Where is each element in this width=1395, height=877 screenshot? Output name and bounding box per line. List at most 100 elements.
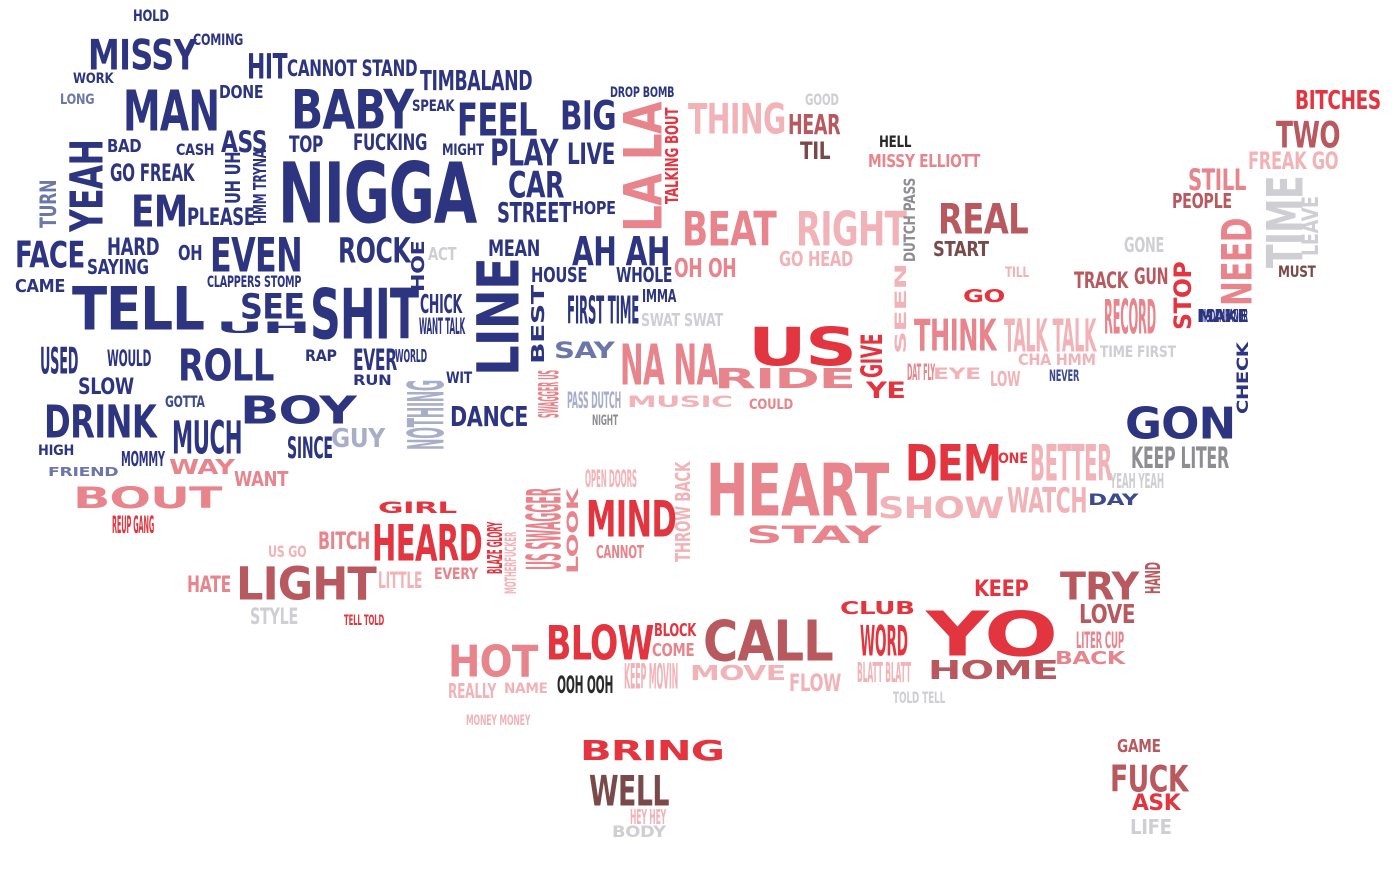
word-every: EVERY [434, 563, 478, 584]
word-bout: BOUT [73, 480, 222, 516]
word-light: LIGHT [236, 557, 377, 612]
word-came: CAME [15, 275, 66, 298]
word-top: TOP [289, 131, 324, 158]
word-low: LOW [990, 367, 1021, 392]
word-still: STILL [1188, 162, 1247, 198]
word-go: GO [963, 285, 1005, 308]
word-go-head: GO HEAD [779, 247, 854, 272]
word-motherfucker: MOTHERFUCKER [500, 531, 521, 594]
word-dance: DANCE [450, 400, 528, 434]
word-nigga: NIGGA [278, 144, 477, 243]
word-mind: MIND [586, 491, 677, 550]
word-stay: STAY [746, 521, 882, 550]
word-think: THINK [914, 309, 997, 362]
word-reup-gang: REUP GANG [112, 511, 155, 540]
word-drop-bomb: DROP BOMB [610, 84, 675, 102]
word-time-first: TIME FIRST [1100, 341, 1176, 362]
word-open-doors: OPEN DOORS [585, 465, 637, 494]
word-talking-bout: TALKING BOUT [661, 107, 684, 204]
word-game: GAME [1117, 735, 1161, 758]
word-till: TILL [1005, 264, 1029, 282]
word-live: LIVE [567, 136, 616, 172]
word-money-money: MONEY MONEY [466, 712, 531, 730]
word-yeah-yeah: YEAH YEAH [1110, 469, 1164, 494]
word-swat-swat: SWAT SWAT [641, 309, 723, 332]
word-uh-uh: UH UH [221, 151, 246, 204]
word-tell: TELL [72, 274, 205, 345]
word-hard: HARD [107, 233, 160, 262]
word-dem: DEM [905, 435, 1002, 494]
word-coming: COMING [193, 29, 244, 50]
word-hot: HOT [448, 635, 538, 688]
word-imma: IMMA [642, 285, 677, 308]
word-want: WANT [234, 467, 289, 492]
word-clappers-stomp: CLAPPERS STOMP [207, 271, 302, 292]
word-love: LOVE [1079, 598, 1136, 630]
word-back: BACK [1055, 647, 1125, 670]
word-heart: HEART [706, 449, 889, 534]
word-roll: ROLL [178, 339, 274, 392]
word-hey-hey: HEY HEY [630, 805, 667, 830]
word-swagger-us: SWAGGER US [532, 370, 566, 418]
word-girl: GIRL [378, 497, 457, 518]
word-street: STREET [497, 196, 572, 230]
word-see: SEE [240, 286, 305, 328]
word-chick: CHICK [420, 288, 462, 320]
word-tell-told: TELL TOLD [344, 612, 385, 630]
word-look: LOOK [562, 488, 583, 574]
word-really: REALLY [448, 679, 497, 704]
word-speak: SPEAK [412, 95, 455, 116]
word-little: LITTLE [378, 567, 423, 594]
word-na-na: NA NA [620, 332, 718, 399]
word-bitch: BITCH [318, 527, 370, 556]
word-drink: DRINK [44, 395, 157, 450]
word-never: NEVER [1049, 365, 1080, 386]
word-timbaland: TIMBALAND [420, 64, 533, 98]
word-night: NIGHT [592, 412, 618, 430]
word-ass: ASS [221, 124, 268, 160]
word-house: HOUSE [531, 263, 588, 288]
word-oh-oh: OH OH [674, 252, 737, 284]
word-life: LIFE [1130, 815, 1172, 840]
word-cannot: CANNOT [596, 541, 644, 564]
word-gone: GONE [1124, 233, 1165, 258]
word-missy: MISSY [88, 31, 197, 81]
word-nothing: NOTHING [398, 379, 457, 450]
word-style: STYLE [250, 603, 298, 630]
word-bad: BAD [107, 135, 142, 158]
word-pass-dutch: PASS DUTCH [567, 387, 622, 414]
word-act: ACT [428, 243, 457, 266]
word-stop: STOP [1169, 261, 1198, 330]
word-club: CLUB [840, 597, 915, 620]
word-well: WELL [589, 767, 669, 817]
word-leave: LEAVE [1297, 196, 1324, 256]
word-ah-ah: AH AH [572, 228, 670, 276]
word-ask: ASK [1132, 789, 1181, 816]
word-track: TRACK [1074, 267, 1128, 294]
word-flow: FLOW [789, 669, 841, 698]
word-em: EM [131, 185, 188, 238]
word-say: SAY [554, 337, 615, 364]
word-boy: BOY [240, 388, 357, 434]
word-hear: HEAR [788, 108, 841, 142]
word-ooh-ooh: OOH OOH [557, 671, 614, 700]
word-high: HIGH [38, 442, 75, 460]
word-even: EVEN [210, 227, 303, 284]
word-hold: HOLD [133, 5, 169, 26]
word-us: US [748, 316, 857, 379]
word-fucking: FUCKING [353, 129, 428, 156]
word-body: BODY [612, 821, 666, 842]
word-big: BIG [560, 92, 617, 140]
word-man: MAN [123, 78, 220, 145]
word-thing: THING [688, 95, 786, 145]
word-ye: YE [866, 377, 906, 404]
word-watch: WATCH [1007, 480, 1088, 522]
word-yeah: YEAH [60, 139, 115, 232]
word-day: DAY [1088, 489, 1139, 510]
word-dat-fly: DAT FLY [907, 359, 935, 386]
word-world: WORLD [395, 345, 427, 368]
word-give: GIVE [854, 333, 890, 378]
word-whole: WHOLE [616, 263, 673, 288]
word-liter-cup: LITER CUP [1076, 627, 1124, 654]
word-bring: BRING [580, 734, 725, 768]
